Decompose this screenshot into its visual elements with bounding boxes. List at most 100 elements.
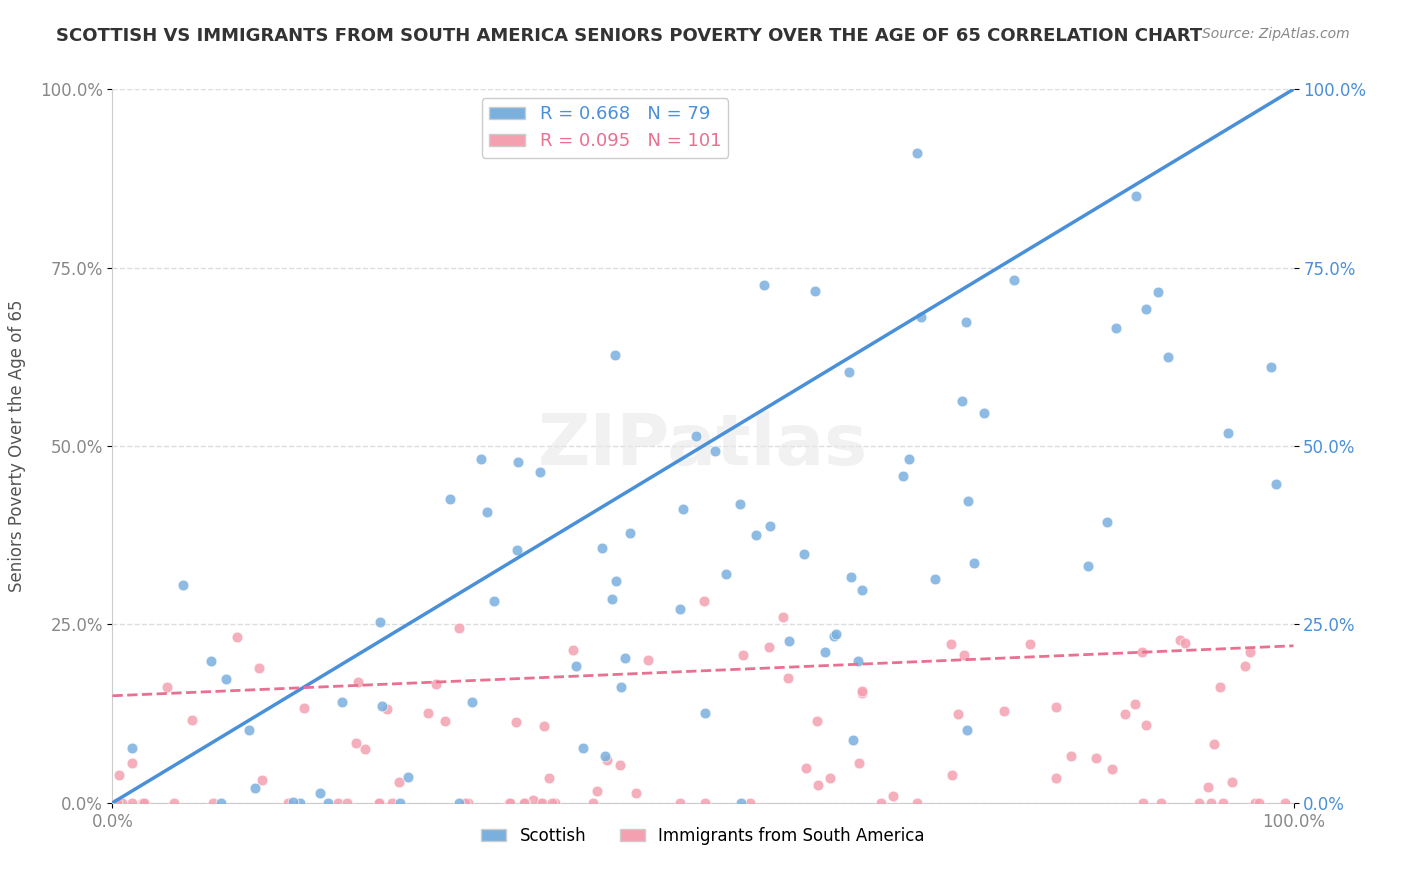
Point <box>1233 658 1256 673</box>
Point <box>1197 780 1219 794</box>
Point <box>433 714 456 728</box>
Point <box>529 796 551 810</box>
Point <box>156 680 179 694</box>
Point <box>354 742 377 756</box>
Point <box>1170 632 1192 647</box>
Point <box>672 502 695 516</box>
Point <box>561 643 583 657</box>
Point <box>806 714 828 729</box>
Point <box>752 278 775 293</box>
Point <box>336 796 359 810</box>
Point <box>851 684 873 698</box>
Point <box>201 796 224 810</box>
Point <box>758 640 780 654</box>
Point <box>924 572 946 586</box>
Point <box>793 547 815 561</box>
Point <box>1002 273 1025 287</box>
Point <box>477 505 499 519</box>
Point <box>730 497 752 511</box>
Point <box>794 761 817 775</box>
Point <box>482 594 505 608</box>
Point <box>105 796 128 810</box>
Point <box>498 796 520 810</box>
Point <box>543 796 565 810</box>
Point <box>389 796 412 810</box>
Point <box>669 601 692 615</box>
Point <box>214 673 236 687</box>
Point <box>605 574 627 589</box>
Point <box>962 557 984 571</box>
Point <box>505 714 527 729</box>
Point <box>955 315 977 329</box>
Point <box>533 719 555 733</box>
Point <box>1114 706 1136 721</box>
Point <box>1202 737 1225 751</box>
Point <box>714 566 737 581</box>
Point <box>730 796 752 810</box>
Point <box>181 713 204 727</box>
Point <box>848 756 870 770</box>
Point <box>905 146 928 161</box>
Point <box>1132 796 1154 810</box>
Point <box>882 789 904 803</box>
Point <box>803 284 825 298</box>
Point <box>582 796 605 810</box>
Y-axis label: Seniors Poverty Over the Age of 65: Seniors Poverty Over the Age of 65 <box>8 300 25 592</box>
Point <box>1123 697 1146 711</box>
Point <box>132 796 155 810</box>
Point <box>1239 645 1261 659</box>
Point <box>131 796 153 810</box>
Point <box>1265 477 1288 491</box>
Point <box>1077 558 1099 573</box>
Point <box>121 796 143 810</box>
Point <box>326 796 349 810</box>
Point <box>344 736 367 750</box>
Point <box>745 528 768 542</box>
Point <box>292 701 315 715</box>
Text: Source: ZipAtlas.com: Source: ZipAtlas.com <box>1202 27 1350 41</box>
Point <box>347 675 370 690</box>
Point <box>619 526 641 541</box>
Point <box>226 630 249 644</box>
Point <box>591 541 613 556</box>
Point <box>454 796 477 810</box>
Point <box>851 686 873 700</box>
Point <box>1174 635 1197 649</box>
Point <box>506 455 529 469</box>
Point <box>950 393 973 408</box>
Point <box>529 465 551 479</box>
Point <box>993 704 1015 718</box>
Point <box>910 310 932 325</box>
Point <box>416 706 439 721</box>
Point <box>778 671 800 685</box>
Point <box>370 615 392 630</box>
Legend: Scottish, Immigrants from South America: Scottish, Immigrants from South America <box>475 821 931 852</box>
Point <box>807 778 830 792</box>
Point <box>772 609 794 624</box>
Point <box>586 784 609 798</box>
Point <box>685 429 707 443</box>
Point <box>692 593 714 607</box>
Point <box>209 796 232 810</box>
Point <box>110 796 132 810</box>
Point <box>851 583 873 598</box>
Point <box>238 723 260 738</box>
Point <box>1274 796 1296 810</box>
Point <box>1019 637 1042 651</box>
Point <box>330 694 353 708</box>
Point <box>396 770 419 784</box>
Point <box>778 634 800 648</box>
Point <box>564 658 586 673</box>
Point <box>1188 796 1211 810</box>
Point <box>839 570 862 584</box>
Point <box>973 406 995 420</box>
Point <box>470 452 492 467</box>
Point <box>439 492 461 507</box>
Point <box>596 753 619 767</box>
Point <box>367 796 389 810</box>
Point <box>1244 796 1267 810</box>
Point <box>1147 285 1170 300</box>
Point <box>891 468 914 483</box>
Point <box>838 365 860 379</box>
Point <box>541 796 564 810</box>
